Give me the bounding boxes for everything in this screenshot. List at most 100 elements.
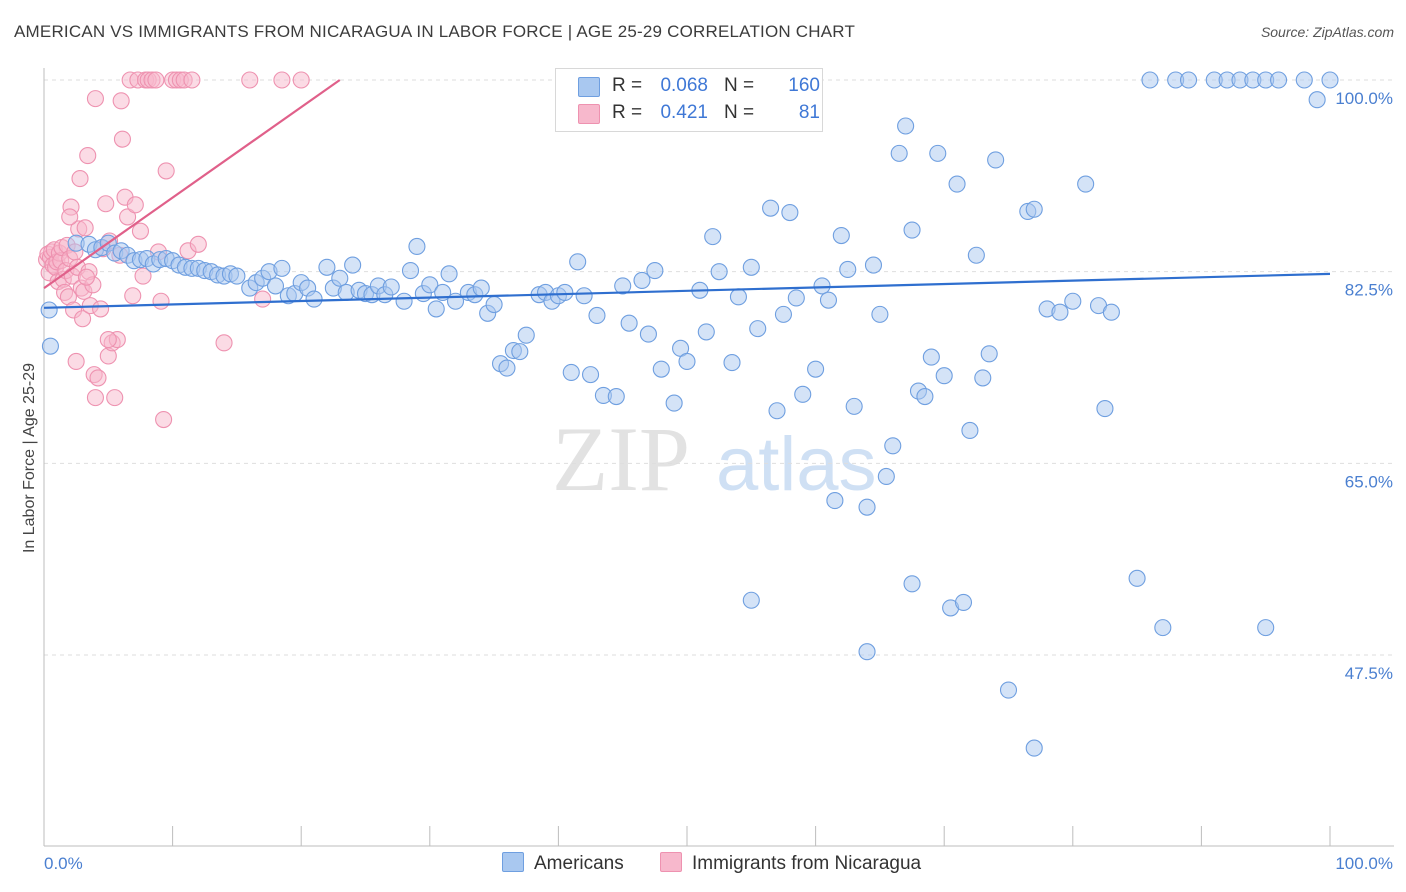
nicaragua-point (92, 300, 110, 318)
legend-swatch-americans (502, 852, 524, 872)
americans-point (897, 117, 915, 135)
americans-point (485, 295, 503, 314)
y-tick-label: 82.5% (1345, 281, 1393, 300)
americans-point (228, 267, 246, 285)
legend-label-americans: Americans (534, 853, 624, 874)
americans-point (929, 144, 947, 162)
americans-point (427, 300, 445, 318)
americans-point (948, 175, 966, 193)
legend-item-nicaragua[interactable]: Immigrants from Nicaragua (660, 852, 921, 875)
americans-point (974, 369, 992, 387)
nicaragua-point (76, 219, 94, 237)
legend-n-label: N = (724, 102, 755, 123)
legend-r-label: R = (612, 102, 643, 123)
americans-point (575, 287, 593, 305)
americans-point (678, 352, 696, 371)
stats-legend: R = 0.068 N = 160 R = 0.421 N = 81 (555, 68, 823, 132)
americans-point (749, 320, 767, 338)
nicaragua-point (106, 389, 124, 407)
trend-lines (43, 79, 1331, 309)
americans-point (1295, 71, 1313, 89)
axis-labels: 47.5% 65.0% 82.5% 100.0% 0.0% 100.0% In Labor … (21, 89, 1393, 873)
americans-point (646, 262, 664, 280)
nicaragua-point (86, 90, 104, 108)
watermark: ZIP atlas (552, 408, 877, 510)
americans-point (344, 256, 362, 274)
americans-point (318, 258, 336, 276)
legend-swatch-nicaragua (660, 852, 682, 872)
americans-point (858, 643, 876, 661)
americans-trend-line (43, 272, 1331, 309)
chart-title: AMERICAN VS IMMIGRANTS FROM NICARAGUA IN… (14, 22, 856, 41)
americans-point (266, 277, 285, 295)
americans-point (652, 360, 670, 378)
americans-point (794, 385, 812, 403)
americans-point (781, 203, 799, 222)
nicaragua-point (99, 331, 117, 349)
americans-point (1128, 569, 1146, 587)
americans-point (1064, 292, 1082, 310)
americans-point (401, 262, 420, 280)
americans-point (762, 199, 780, 217)
americans-point (819, 291, 838, 309)
nicaragua-point (131, 222, 149, 240)
americans-point (1270, 71, 1288, 89)
americans-point (768, 402, 786, 420)
americans-point (1141, 71, 1159, 89)
y-axis-title: In Labor Force | Age 25-29 (21, 363, 38, 553)
legend-item-americans[interactable]: Americans (502, 852, 624, 875)
americans-point (935, 367, 953, 385)
americans-points (40, 71, 1339, 757)
americans-point (890, 144, 908, 162)
americans-point (607, 387, 625, 406)
americans-point (813, 277, 831, 295)
nicaragua-point (67, 352, 85, 371)
nicaragua-point (189, 235, 207, 253)
nicaragua-point (241, 71, 259, 89)
americans-point (877, 467, 895, 486)
nicaragua-point (119, 208, 137, 226)
americans-point (774, 305, 793, 323)
americans-point (1077, 175, 1095, 193)
americans-point (1096, 400, 1114, 418)
nicaragua-point (152, 292, 170, 310)
americans-point (331, 269, 349, 287)
source-label: Source: ZipAtlas.com (1260, 24, 1394, 40)
americans-point (1154, 619, 1172, 637)
americans-point (704, 228, 722, 246)
americans-point (922, 348, 940, 366)
americans-point (729, 288, 747, 306)
nicaragua-point (74, 310, 92, 328)
americans-point (1102, 303, 1120, 321)
americans-point (961, 421, 979, 440)
americans-point (1257, 619, 1275, 637)
axes (43, 68, 1394, 847)
americans-point (1308, 91, 1326, 109)
gridlines (44, 79, 1394, 656)
americans-point (633, 271, 651, 289)
americans-point (987, 151, 1005, 169)
watermark-atlas: atlas (716, 422, 877, 507)
legend-swatch-americans (578, 77, 600, 97)
americans-point (639, 325, 657, 343)
legend-label-nicaragua: Immigrants from Nicaragua (692, 853, 922, 874)
nicaragua-point (134, 267, 152, 285)
americans-point (999, 681, 1018, 699)
nicaragua-point (292, 71, 310, 89)
legend-n-value: 160 (788, 75, 820, 96)
americans-point (517, 326, 535, 344)
legend-r-value: 0.421 (660, 102, 708, 123)
nicaragua-point (157, 162, 175, 180)
americans-point (742, 258, 760, 276)
americans-point (839, 260, 857, 279)
nicaragua-point (155, 410, 173, 429)
americans-point (614, 277, 632, 295)
americans-point (421, 276, 439, 294)
americans-point (41, 337, 59, 355)
y-tick-label: 47.5% (1345, 664, 1393, 683)
americans-point (562, 363, 580, 381)
legend-r-label: R = (612, 75, 643, 96)
nicaragua-point (147, 71, 165, 89)
americans-point (498, 359, 516, 377)
watermark-zip: ZIP (552, 408, 690, 510)
